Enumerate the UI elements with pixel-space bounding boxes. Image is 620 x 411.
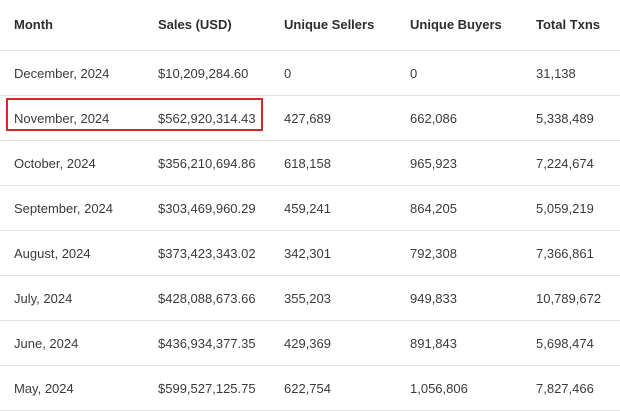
cell-sales: $10,209,284.60 — [158, 65, 249, 81]
table-row: December, 2024 $10,209,284.60 0 0 31,138 — [0, 51, 620, 96]
cell-month: October, 2024 — [14, 155, 96, 171]
table-row: November, 2024 $562,920,314.43 427,689 6… — [0, 96, 620, 141]
cell-month: July, 2024 — [14, 290, 73, 306]
cell-buyers: 949,833 — [410, 290, 457, 306]
cell-sellers: 342,301 — [284, 245, 331, 261]
header-sales-usd[interactable]: Sales (USD) — [158, 17, 232, 32]
cell-sales: $373,423,343.02 — [158, 245, 256, 261]
cell-buyers: 792,308 — [410, 245, 457, 261]
cell-sellers: 622,754 — [284, 380, 331, 396]
table-row: September, 2024 $303,469,960.29 459,241 … — [0, 186, 620, 231]
cell-sellers: 429,369 — [284, 335, 331, 351]
cell-sellers: 427,689 — [284, 110, 331, 126]
cell-buyers: 1,056,806 — [410, 380, 468, 396]
cell-month: June, 2024 — [14, 335, 79, 351]
cell-txns: 7,366,861 — [536, 245, 594, 261]
cell-buyers: 0 — [410, 65, 418, 81]
table-row: July, 2024 $428,088,673.66 355,203 949,8… — [0, 276, 620, 321]
header-unique-sellers[interactable]: Unique Sellers — [284, 17, 375, 32]
cell-month: November, 2024 — [14, 110, 110, 126]
cell-txns: 7,224,674 — [536, 155, 594, 171]
cell-txns: 10,789,672 — [536, 290, 602, 306]
cell-sellers: 459,241 — [284, 200, 331, 216]
cell-sales: $428,088,673.66 — [158, 290, 256, 306]
table-row: August, 2024 $373,423,343.02 342,301 792… — [0, 231, 620, 276]
table-row: October, 2024 $356,210,694.86 618,158 96… — [0, 141, 620, 186]
header-unique-buyers[interactable]: Unique Buyers — [410, 17, 502, 32]
table-row: May, 2024 $599,527,125.75 622,754 1,056,… — [0, 366, 620, 411]
table-header-row: Month Sales (USD) Unique Sellers Unique … — [0, 0, 620, 51]
cell-txns: 5,338,489 — [536, 110, 594, 126]
cell-sales: $436,934,377.35 — [158, 335, 256, 351]
cell-buyers: 965,923 — [410, 155, 457, 171]
cell-sales: $562,920,314.43 — [158, 110, 256, 126]
cell-month: August, 2024 — [14, 245, 91, 261]
cell-buyers: 864,205 — [410, 200, 457, 216]
header-month[interactable]: Month — [14, 17, 53, 32]
cell-sales: $356,210,694.86 — [158, 155, 256, 171]
cell-txns: 31,138 — [536, 65, 576, 81]
cell-buyers: 891,843 — [410, 335, 457, 351]
cell-txns: 5,698,474 — [536, 335, 594, 351]
cell-month: December, 2024 — [14, 65, 110, 81]
cell-sellers: 618,158 — [284, 155, 331, 171]
cell-sellers: 0 — [284, 65, 292, 81]
cell-month: May, 2024 — [14, 380, 74, 396]
cell-buyers: 662,086 — [410, 110, 457, 126]
cell-txns: 5,059,219 — [536, 200, 594, 216]
table-row: June, 2024 $436,934,377.35 429,369 891,8… — [0, 321, 620, 366]
cell-txns: 7,827,466 — [536, 380, 594, 396]
cell-month: September, 2024 — [14, 200, 114, 216]
cell-sales: $599,527,125.75 — [158, 380, 256, 396]
cell-sellers: 355,203 — [284, 290, 331, 306]
header-total-txns[interactable]: Total Txns — [536, 17, 601, 32]
cell-sales: $303,469,960.29 — [158, 200, 256, 216]
